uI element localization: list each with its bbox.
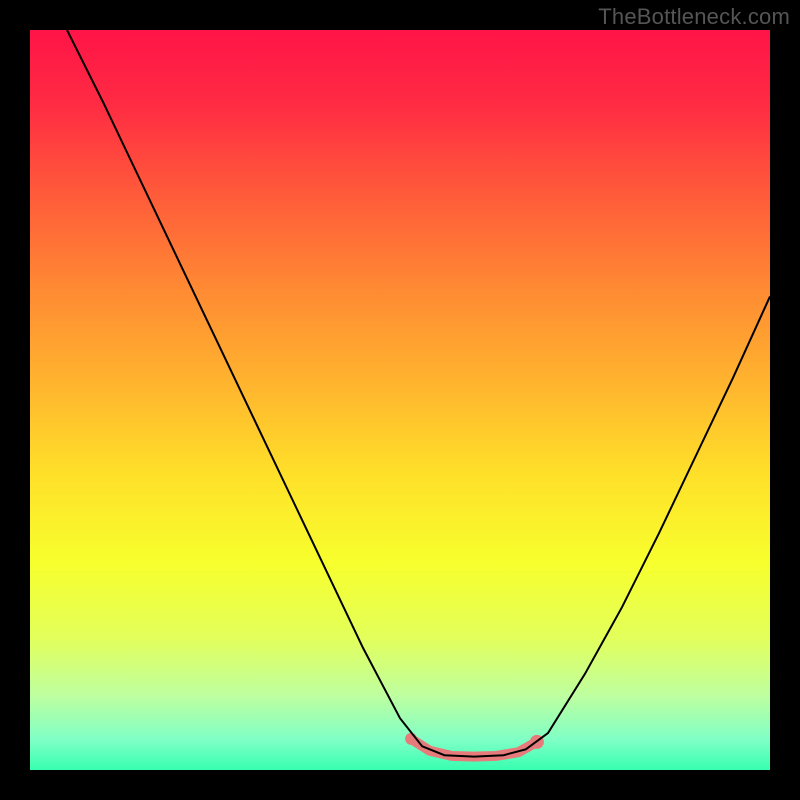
chart-container: TheBottleneck.com <box>0 0 800 800</box>
watermark-label: TheBottleneck.com <box>598 4 790 30</box>
chart-plot-background <box>30 30 770 770</box>
bottleneck-chart <box>0 0 800 800</box>
